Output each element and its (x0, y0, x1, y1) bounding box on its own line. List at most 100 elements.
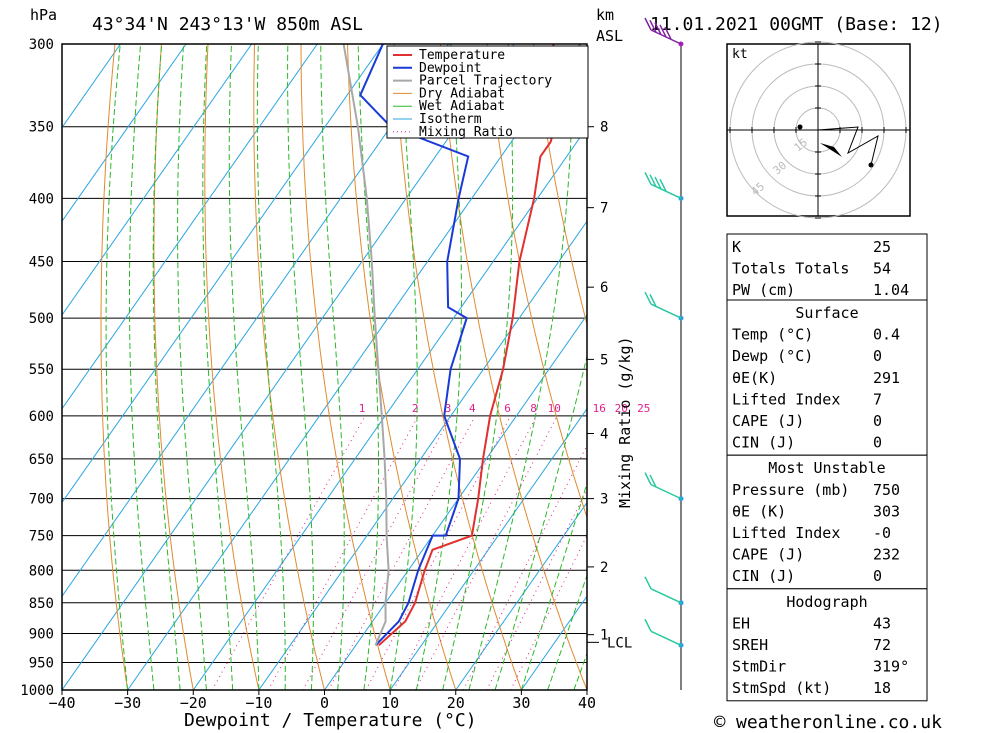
wet-adiabat-line (357, 44, 380, 690)
dry-adiabat-line (393, 44, 522, 690)
dry-adiabat-line (347, 44, 457, 690)
surface-row-value: 0 (873, 412, 882, 430)
dry-adiabat-line (300, 44, 391, 690)
wind-barb-flag (644, 291, 652, 305)
mixing-ratio-label: 20 (615, 402, 628, 415)
wet-adiabat-line (287, 44, 314, 690)
index-label: PW (cm) (732, 281, 795, 299)
temperature-tick-label: −20 (180, 694, 207, 712)
wet-adiabat-line (256, 44, 286, 690)
temperature-tick-label: 10 (381, 694, 399, 712)
pressure-unit-label: hPa (30, 6, 57, 24)
wind-barb-flag (664, 26, 672, 40)
lcl-label: LCL (607, 635, 632, 651)
surface-row-value: 0 (873, 347, 882, 365)
mixing-ratio-label: 1 (359, 402, 366, 415)
datetime-title: 11.01.2021 00GMT (Base: 12) (650, 14, 943, 35)
wind-barb-shaft (650, 303, 682, 319)
index-value: 54 (873, 260, 891, 278)
isotherm-line (258, 220, 587, 690)
wind-barb-flag (649, 474, 657, 488)
most-unstable-row-label: θE (K) (732, 502, 786, 520)
mixing-ratio-axis-title: Mixing Ratio (g/kg) (616, 336, 634, 508)
hodograph-box (726, 588, 928, 702)
wind-barb-flag (649, 294, 657, 307)
km-tick-label: 7 (600, 201, 608, 217)
indices-panel: K 25 Totals Totals 54 PW (cm) 1.04 Surface Temp… (726, 233, 928, 702)
hodograph-row-label: SREH (732, 636, 768, 654)
mixing-ratio-line (328, 415, 476, 690)
storm-motion-arrow (820, 143, 842, 157)
wet-adiabat-line (320, 44, 345, 690)
wind-barb-flag (649, 174, 657, 187)
most-unstable-box (726, 454, 928, 590)
temperature-axis: −40 −30 −20 −10 0 10 20 30 40 (48, 690, 596, 712)
legend-label: Mixing Ratio (419, 125, 513, 140)
hodograph-row-label: StmDir (732, 658, 786, 676)
temperature-tick-label: −40 (48, 694, 75, 712)
surface-box (726, 299, 928, 456)
mixing-ratio-label: 3 (445, 402, 452, 415)
mixing-ratio-label: 6 (504, 402, 511, 415)
mixing-ratio-label: 2 (412, 402, 419, 415)
temperature-tick-label: 0 (320, 694, 329, 712)
dewpoint-line (359, 44, 470, 646)
asl-label: ASL (596, 27, 623, 45)
km-tick-label: 4 (600, 427, 608, 443)
wet-adiabat-line (202, 44, 234, 690)
wet-adiabat-line (468, 44, 574, 690)
isotherm-line (324, 314, 587, 690)
wind-barb-flag (644, 576, 652, 590)
km-tick-label: 2 (600, 560, 608, 576)
surface-row-label: Lifted Index (732, 390, 840, 408)
wet-adiabat-line (129, 44, 155, 690)
pressure-tick-label: 1000 (20, 683, 54, 699)
pressure-tick-label: 750 (29, 529, 54, 545)
isotherm-line (62, 44, 187, 223)
mixing-ratio-labels: 1 2 3 4 6 8 10 16 20 25 (359, 402, 651, 415)
temperature-tick-label: −30 (114, 694, 141, 712)
isotherm-line (127, 44, 581, 690)
wind-barb-flag (659, 178, 667, 192)
most-unstable-row-value: 750 (873, 481, 900, 499)
dry-adiabat-line (486, 44, 587, 519)
hodograph-row-value: 43 (873, 614, 891, 632)
km-tick-label: 6 (600, 280, 608, 296)
surface-row-value: 291 (873, 369, 900, 387)
surface-row-label: CAPE (J) (732, 412, 804, 430)
wind-barb-shaft (650, 29, 682, 45)
pressure-tick-label: 950 (29, 655, 54, 671)
wet-adiabat-line (105, 44, 129, 690)
dry-adiabat-line (952, 44, 1000, 690)
dry-adiabat-line (100, 44, 129, 690)
most-unstable-row-value: 232 (873, 546, 900, 564)
isotherm-line (62, 44, 253, 316)
wind-barb-flag (644, 172, 652, 185)
wind-barb-flag (644, 472, 652, 485)
dry-adiabat-line (253, 44, 325, 690)
hodograph-end-dot (868, 162, 874, 168)
dry-adiabat-line (440, 44, 587, 690)
pressure-tick-label: 400 (29, 191, 54, 207)
pressure-axis: 300 350 400 450 500 550 600 650 700 750 800 850 900 9… (20, 37, 54, 699)
plot-frame (61, 43, 588, 691)
legend-label: Temperature (419, 48, 505, 63)
most-unstable-row-value: 0 (873, 567, 882, 585)
isotherm-line (389, 407, 587, 690)
wind-barb-flag (644, 17, 652, 31)
mixing-ratio-label: 25 (637, 402, 650, 415)
index-label: Totals Totals (732, 260, 849, 278)
surface-row-value: 7 (873, 390, 882, 408)
surface-title: Surface (795, 304, 858, 322)
wind-barb-flag (659, 24, 667, 38)
dry-adiabat-line (153, 44, 194, 690)
hodograph-unit-label: kt (732, 47, 748, 62)
surface-row-label: Temp (°C) (732, 326, 813, 344)
surface-row-label: θE(K) (732, 369, 777, 387)
most-unstable-row-label: Lifted Index (732, 524, 840, 542)
km-label: km (596, 6, 614, 24)
pressure-tick-label: 550 (29, 362, 54, 378)
legend-label: Dewpoint (419, 61, 482, 76)
